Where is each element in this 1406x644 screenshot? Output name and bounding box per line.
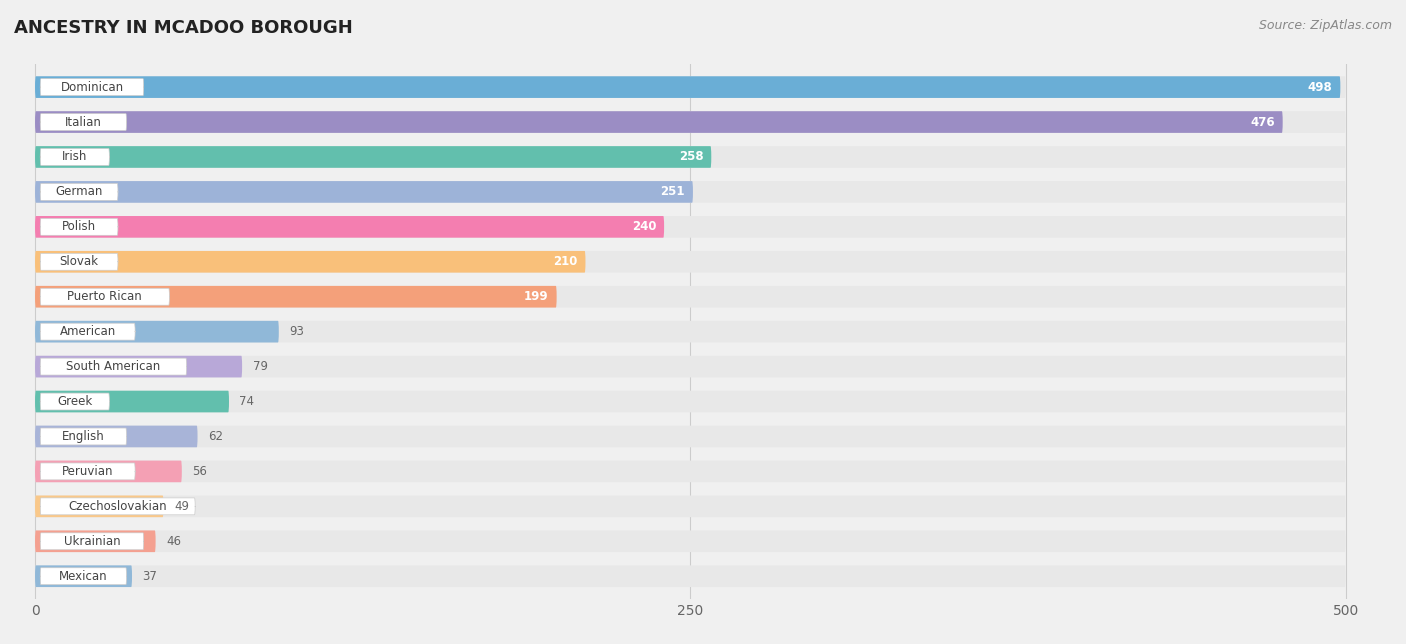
Text: Puerto Rican: Puerto Rican xyxy=(67,290,142,303)
FancyBboxPatch shape xyxy=(41,253,118,270)
FancyBboxPatch shape xyxy=(35,251,1346,272)
FancyBboxPatch shape xyxy=(35,460,181,482)
Text: Irish: Irish xyxy=(62,151,87,164)
FancyBboxPatch shape xyxy=(41,498,195,515)
Text: English: English xyxy=(62,430,105,443)
FancyBboxPatch shape xyxy=(35,495,163,517)
Text: 49: 49 xyxy=(174,500,188,513)
Text: 258: 258 xyxy=(679,151,703,164)
Text: 210: 210 xyxy=(553,255,578,269)
FancyBboxPatch shape xyxy=(41,218,118,235)
Text: 240: 240 xyxy=(631,220,657,233)
Text: 79: 79 xyxy=(253,360,267,373)
FancyBboxPatch shape xyxy=(35,321,1346,343)
Text: Source: ZipAtlas.com: Source: ZipAtlas.com xyxy=(1258,19,1392,32)
FancyBboxPatch shape xyxy=(35,355,1346,377)
FancyBboxPatch shape xyxy=(41,358,187,375)
Text: Peruvian: Peruvian xyxy=(62,465,114,478)
Text: 251: 251 xyxy=(661,185,685,198)
Text: Mexican: Mexican xyxy=(59,570,108,583)
FancyBboxPatch shape xyxy=(35,531,156,552)
FancyBboxPatch shape xyxy=(35,426,197,448)
FancyBboxPatch shape xyxy=(35,565,132,587)
FancyBboxPatch shape xyxy=(41,428,127,445)
FancyBboxPatch shape xyxy=(41,113,127,131)
Text: Greek: Greek xyxy=(58,395,93,408)
Text: 62: 62 xyxy=(208,430,224,443)
FancyBboxPatch shape xyxy=(35,111,1282,133)
FancyBboxPatch shape xyxy=(41,533,143,550)
FancyBboxPatch shape xyxy=(35,216,1346,238)
FancyBboxPatch shape xyxy=(35,321,278,343)
FancyBboxPatch shape xyxy=(35,286,1346,308)
FancyBboxPatch shape xyxy=(35,76,1346,98)
Text: Dominican: Dominican xyxy=(60,80,124,93)
FancyBboxPatch shape xyxy=(35,565,1346,587)
Text: 476: 476 xyxy=(1250,115,1275,129)
FancyBboxPatch shape xyxy=(35,146,711,168)
Text: German: German xyxy=(55,185,103,198)
FancyBboxPatch shape xyxy=(41,463,135,480)
Text: Ukrainian: Ukrainian xyxy=(63,535,121,548)
Text: South American: South American xyxy=(66,360,160,373)
FancyBboxPatch shape xyxy=(35,251,585,272)
FancyBboxPatch shape xyxy=(35,286,557,308)
Text: Slovak: Slovak xyxy=(59,255,98,269)
Text: Polish: Polish xyxy=(62,220,96,233)
Text: ANCESTRY IN MCADOO BOROUGH: ANCESTRY IN MCADOO BOROUGH xyxy=(14,19,353,37)
Text: Czechoslovakian: Czechoslovakian xyxy=(69,500,167,513)
Text: 74: 74 xyxy=(239,395,254,408)
FancyBboxPatch shape xyxy=(35,531,1346,552)
FancyBboxPatch shape xyxy=(41,568,127,585)
FancyBboxPatch shape xyxy=(35,146,1346,168)
FancyBboxPatch shape xyxy=(35,495,1346,517)
FancyBboxPatch shape xyxy=(41,393,110,410)
FancyBboxPatch shape xyxy=(41,289,169,305)
FancyBboxPatch shape xyxy=(35,391,229,412)
FancyBboxPatch shape xyxy=(35,111,1346,133)
Text: 498: 498 xyxy=(1308,80,1333,93)
FancyBboxPatch shape xyxy=(35,216,664,238)
FancyBboxPatch shape xyxy=(41,79,143,95)
FancyBboxPatch shape xyxy=(35,426,1346,448)
Text: 37: 37 xyxy=(142,570,157,583)
FancyBboxPatch shape xyxy=(35,391,1346,412)
FancyBboxPatch shape xyxy=(41,149,110,166)
Text: 199: 199 xyxy=(524,290,548,303)
FancyBboxPatch shape xyxy=(35,181,693,203)
FancyBboxPatch shape xyxy=(41,323,135,340)
FancyBboxPatch shape xyxy=(35,181,1346,203)
Text: American: American xyxy=(59,325,115,338)
Text: Italian: Italian xyxy=(65,115,101,129)
Text: 46: 46 xyxy=(166,535,181,548)
Text: 56: 56 xyxy=(193,465,207,478)
FancyBboxPatch shape xyxy=(41,184,118,200)
FancyBboxPatch shape xyxy=(35,76,1340,98)
Text: 93: 93 xyxy=(290,325,304,338)
FancyBboxPatch shape xyxy=(35,460,1346,482)
FancyBboxPatch shape xyxy=(35,355,242,377)
